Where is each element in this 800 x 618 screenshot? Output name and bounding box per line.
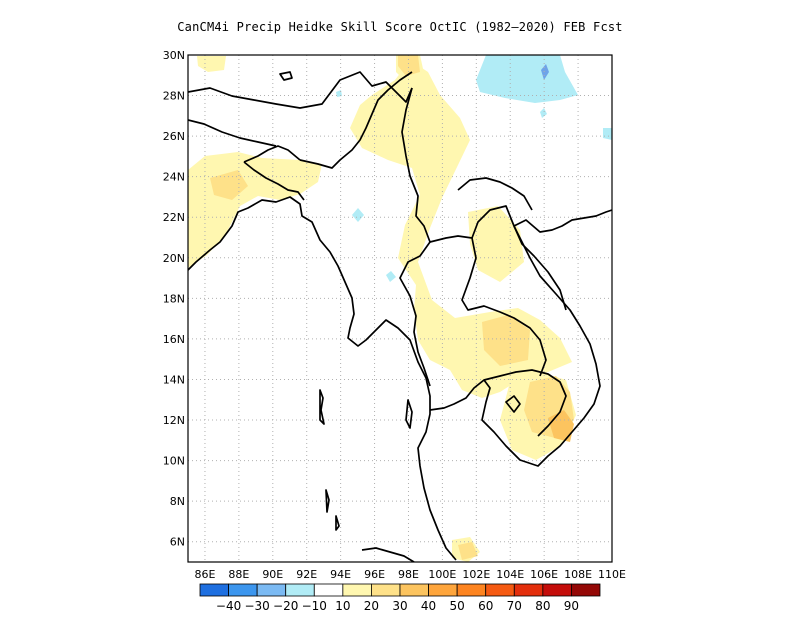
colorbar-label: −40: [216, 599, 241, 613]
border-myanmar-east: [399, 87, 431, 387]
map-title: CanCM4i Precip Heidke Skill Score OctIC …: [177, 20, 623, 34]
lon-tick-label: 98E: [398, 568, 419, 581]
border-tonle-sap: [505, 395, 521, 413]
border-china-vietnam: [457, 177, 533, 211]
colorbar-swatch: [542, 583, 572, 597]
shade-tan-east: [482, 315, 530, 366]
coastlines-and-borders: [188, 71, 612, 562]
colorbar-label: 70: [507, 599, 522, 613]
lon-tick-label: 94E: [330, 568, 351, 581]
shade-cyan-spot-4: [540, 108, 547, 118]
lat-tick-label: 6N: [170, 536, 185, 549]
lat-tick-label: 12N: [163, 414, 185, 427]
shade-cyan-spot-1: [352, 208, 364, 222]
skill-shading-layer: [188, 55, 612, 562]
lon-tick-label: 110E: [598, 568, 626, 581]
colorbar-swatch: [428, 583, 458, 597]
lon-tick-label: 102E: [462, 568, 490, 581]
colorbar-swatch: [313, 583, 344, 597]
island-mergui: [405, 399, 413, 429]
border-bhutan: [243, 145, 301, 163]
colorbar-swatch: [228, 583, 258, 597]
lon-tick-label: 108E: [564, 568, 592, 581]
lon-tick-label: 90E: [262, 568, 283, 581]
colorbar-swatch: [256, 583, 287, 597]
colorbar-label: 50: [450, 599, 465, 613]
colorbar-label: −30: [244, 599, 269, 613]
shade-tan-southwest: [458, 542, 478, 560]
colorbar-label: 10: [335, 599, 350, 613]
colorbar-label: 80: [535, 599, 550, 613]
border-cambodia: [483, 369, 567, 437]
lon-tick-label: 92E: [296, 568, 317, 581]
shade-cyan-spot-2: [386, 271, 396, 282]
lon-tick-label: 104E: [496, 568, 524, 581]
island-andaman-2: [325, 489, 330, 513]
colorbar-swatch: [513, 583, 544, 597]
lat-tick-label: 18N: [163, 292, 185, 305]
shade-cyan-north: [476, 55, 578, 103]
colorbar-swatch: [456, 583, 487, 597]
lat-tick-label: 24N: [163, 171, 185, 184]
colorbar-swatch: [399, 583, 429, 597]
lon-tick-label: 96E: [364, 568, 385, 581]
lat-tick-label: 26N: [163, 130, 185, 143]
border-laos-thailand: [429, 235, 547, 377]
border-china-north: [188, 71, 413, 109]
colorbar-swatch: [571, 583, 601, 597]
colorbar-swatch: [342, 583, 372, 597]
shade-yellow-central: [350, 60, 572, 398]
border-laos-china: [471, 205, 567, 311]
lat-tick-label: 14N: [163, 373, 185, 386]
shade-yellow-northwest: [197, 56, 226, 72]
lat-tick-label: 8N: [170, 495, 185, 508]
lat-tick-label: 30N: [163, 49, 185, 62]
shade-tan-west: [210, 170, 248, 200]
island-andaman-1: [319, 389, 325, 425]
longitude-axis-labels: 86E 88E 90E 92E 94E 96E 98E 100E 102E 104E 106E 108…: [194, 568, 626, 581]
shade-blue-spot: [541, 64, 549, 80]
colorbar-label: −20: [273, 599, 298, 613]
island-north-1: [279, 71, 293, 81]
colorbar-swatch: [371, 583, 401, 597]
lat-tick-label: 20N: [163, 252, 185, 265]
colorbar-label: −10: [302, 599, 327, 613]
colorbar-swatch: [199, 583, 229, 597]
colorbar-labels: −40 −30 −20 −10 10 20 30 40 50 60 70 80 90: [216, 599, 579, 613]
lat-tick-label: 28N: [163, 90, 185, 103]
colorbar-label: 40: [421, 599, 436, 613]
latitude-axis-labels: 6N 8N 10N 12N 14N 16N 18N 20N 22N 24N 26N 28N 30N: [163, 49, 185, 549]
lat-tick-label: 16N: [163, 333, 185, 346]
lon-tick-label: 100E: [428, 568, 456, 581]
lat-tick-label: 22N: [163, 211, 185, 224]
shade-tan-north: [398, 55, 420, 76]
colorbar-label: 20: [364, 599, 379, 613]
colorbar: [199, 583, 601, 597]
island-andaman-3: [335, 515, 340, 531]
colorbar-label: 60: [478, 599, 493, 613]
shade-cyan-northeast: [603, 128, 612, 140]
lon-tick-label: 88E: [228, 568, 249, 581]
coastline-malaysia: [361, 547, 415, 562]
coastline-india-bangladesh: [188, 196, 457, 561]
colorbar-swatch: [285, 583, 315, 597]
colorbar-swatch: [485, 583, 515, 597]
colorbar-label: 30: [392, 599, 407, 613]
colorbar-label: 90: [564, 599, 579, 613]
lon-tick-label: 106E: [530, 568, 558, 581]
coastline-vietnam-north: [513, 209, 612, 233]
border-myanmar-west: [299, 71, 413, 169]
lat-tick-label: 10N: [163, 455, 185, 468]
border-nepal-india: [188, 119, 277, 147]
map-frame: [187, 54, 613, 563]
lon-tick-label: 86E: [194, 568, 215, 581]
border-bangladesh: [243, 161, 305, 201]
